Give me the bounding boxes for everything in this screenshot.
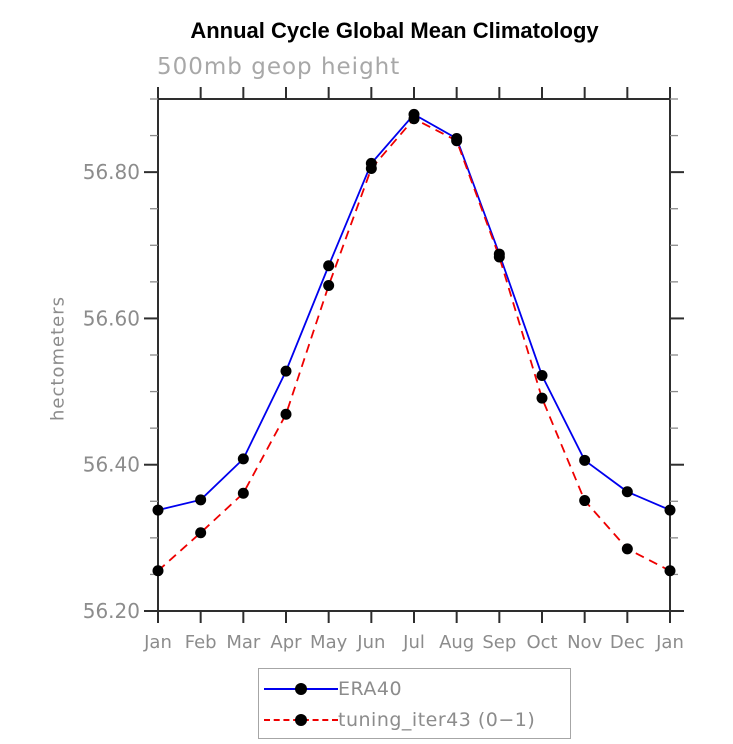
data-point-marker-icon — [295, 682, 307, 695]
x-tick-label: Jun — [356, 632, 385, 653]
x-tick-label: Jul — [402, 632, 425, 653]
x-tick-label: Mar — [226, 632, 261, 653]
data-point-marker — [280, 408, 292, 420]
chart-title: Annual Cycle Global Mean Climatology — [190, 18, 599, 43]
legend-line-sample-solid — [264, 682, 338, 695]
x-tick-label: Oct — [526, 632, 557, 653]
data-point-marker — [280, 365, 292, 377]
x-tick-label: Dec — [610, 632, 645, 653]
legend-label: tuning_iter43 (0−1) — [338, 708, 536, 731]
y-tick-label: 56.20 — [83, 599, 140, 623]
x-tick-label: Apr — [270, 632, 302, 653]
data-point-marker — [451, 135, 463, 147]
series-line-solid — [157, 113, 671, 511]
data-point-marker — [323, 280, 335, 292]
data-point-marker — [536, 392, 548, 404]
legend-line-sample-dashed — [264, 713, 338, 726]
x-tick-label: May — [310, 632, 348, 653]
x-tick-label: Aug — [439, 632, 474, 653]
y-tick-label: 56.60 — [83, 306, 140, 330]
x-tick-label: Sep — [482, 632, 516, 653]
y-tick-label: 56.40 — [83, 453, 140, 477]
legend-entry-tuning-iter43: tuning_iter43 (0−1) — [264, 704, 570, 735]
data-point-marker — [579, 495, 591, 507]
x-tick-label: Jan — [655, 632, 684, 653]
legend-entry-era40: ERA40 — [264, 673, 570, 704]
plot-frame — [157, 98, 671, 612]
data-point-marker — [664, 565, 676, 577]
data-point-marker — [365, 162, 377, 174]
data-point-marker — [237, 453, 249, 465]
data-point-marker — [408, 113, 420, 125]
data-point-marker — [152, 504, 164, 516]
data-point-marker — [237, 487, 249, 499]
x-tick-label: Jan — [143, 632, 172, 653]
data-point-marker — [664, 504, 676, 516]
data-point-marker — [493, 251, 505, 263]
y-tick-label: 56.80 — [83, 160, 140, 184]
data-point-marker — [536, 369, 548, 381]
data-point-marker — [323, 260, 335, 272]
data-point-marker — [195, 494, 207, 506]
x-tick-label: Feb — [185, 632, 217, 653]
data-point-marker — [195, 527, 207, 539]
data-point-marker — [621, 543, 633, 555]
chart-subtitle: 500mb geop height — [157, 54, 401, 80]
series-line-dashed — [157, 117, 671, 572]
data-point-marker — [152, 565, 164, 577]
data-point-marker — [621, 486, 633, 498]
legend-box: ERA40 tuning_iter43 (0−1) — [258, 668, 571, 739]
legend-label: ERA40 — [338, 677, 403, 700]
data-point-marker-icon — [295, 713, 307, 726]
x-tick-label: Nov — [567, 632, 602, 653]
data-point-marker — [579, 454, 591, 466]
